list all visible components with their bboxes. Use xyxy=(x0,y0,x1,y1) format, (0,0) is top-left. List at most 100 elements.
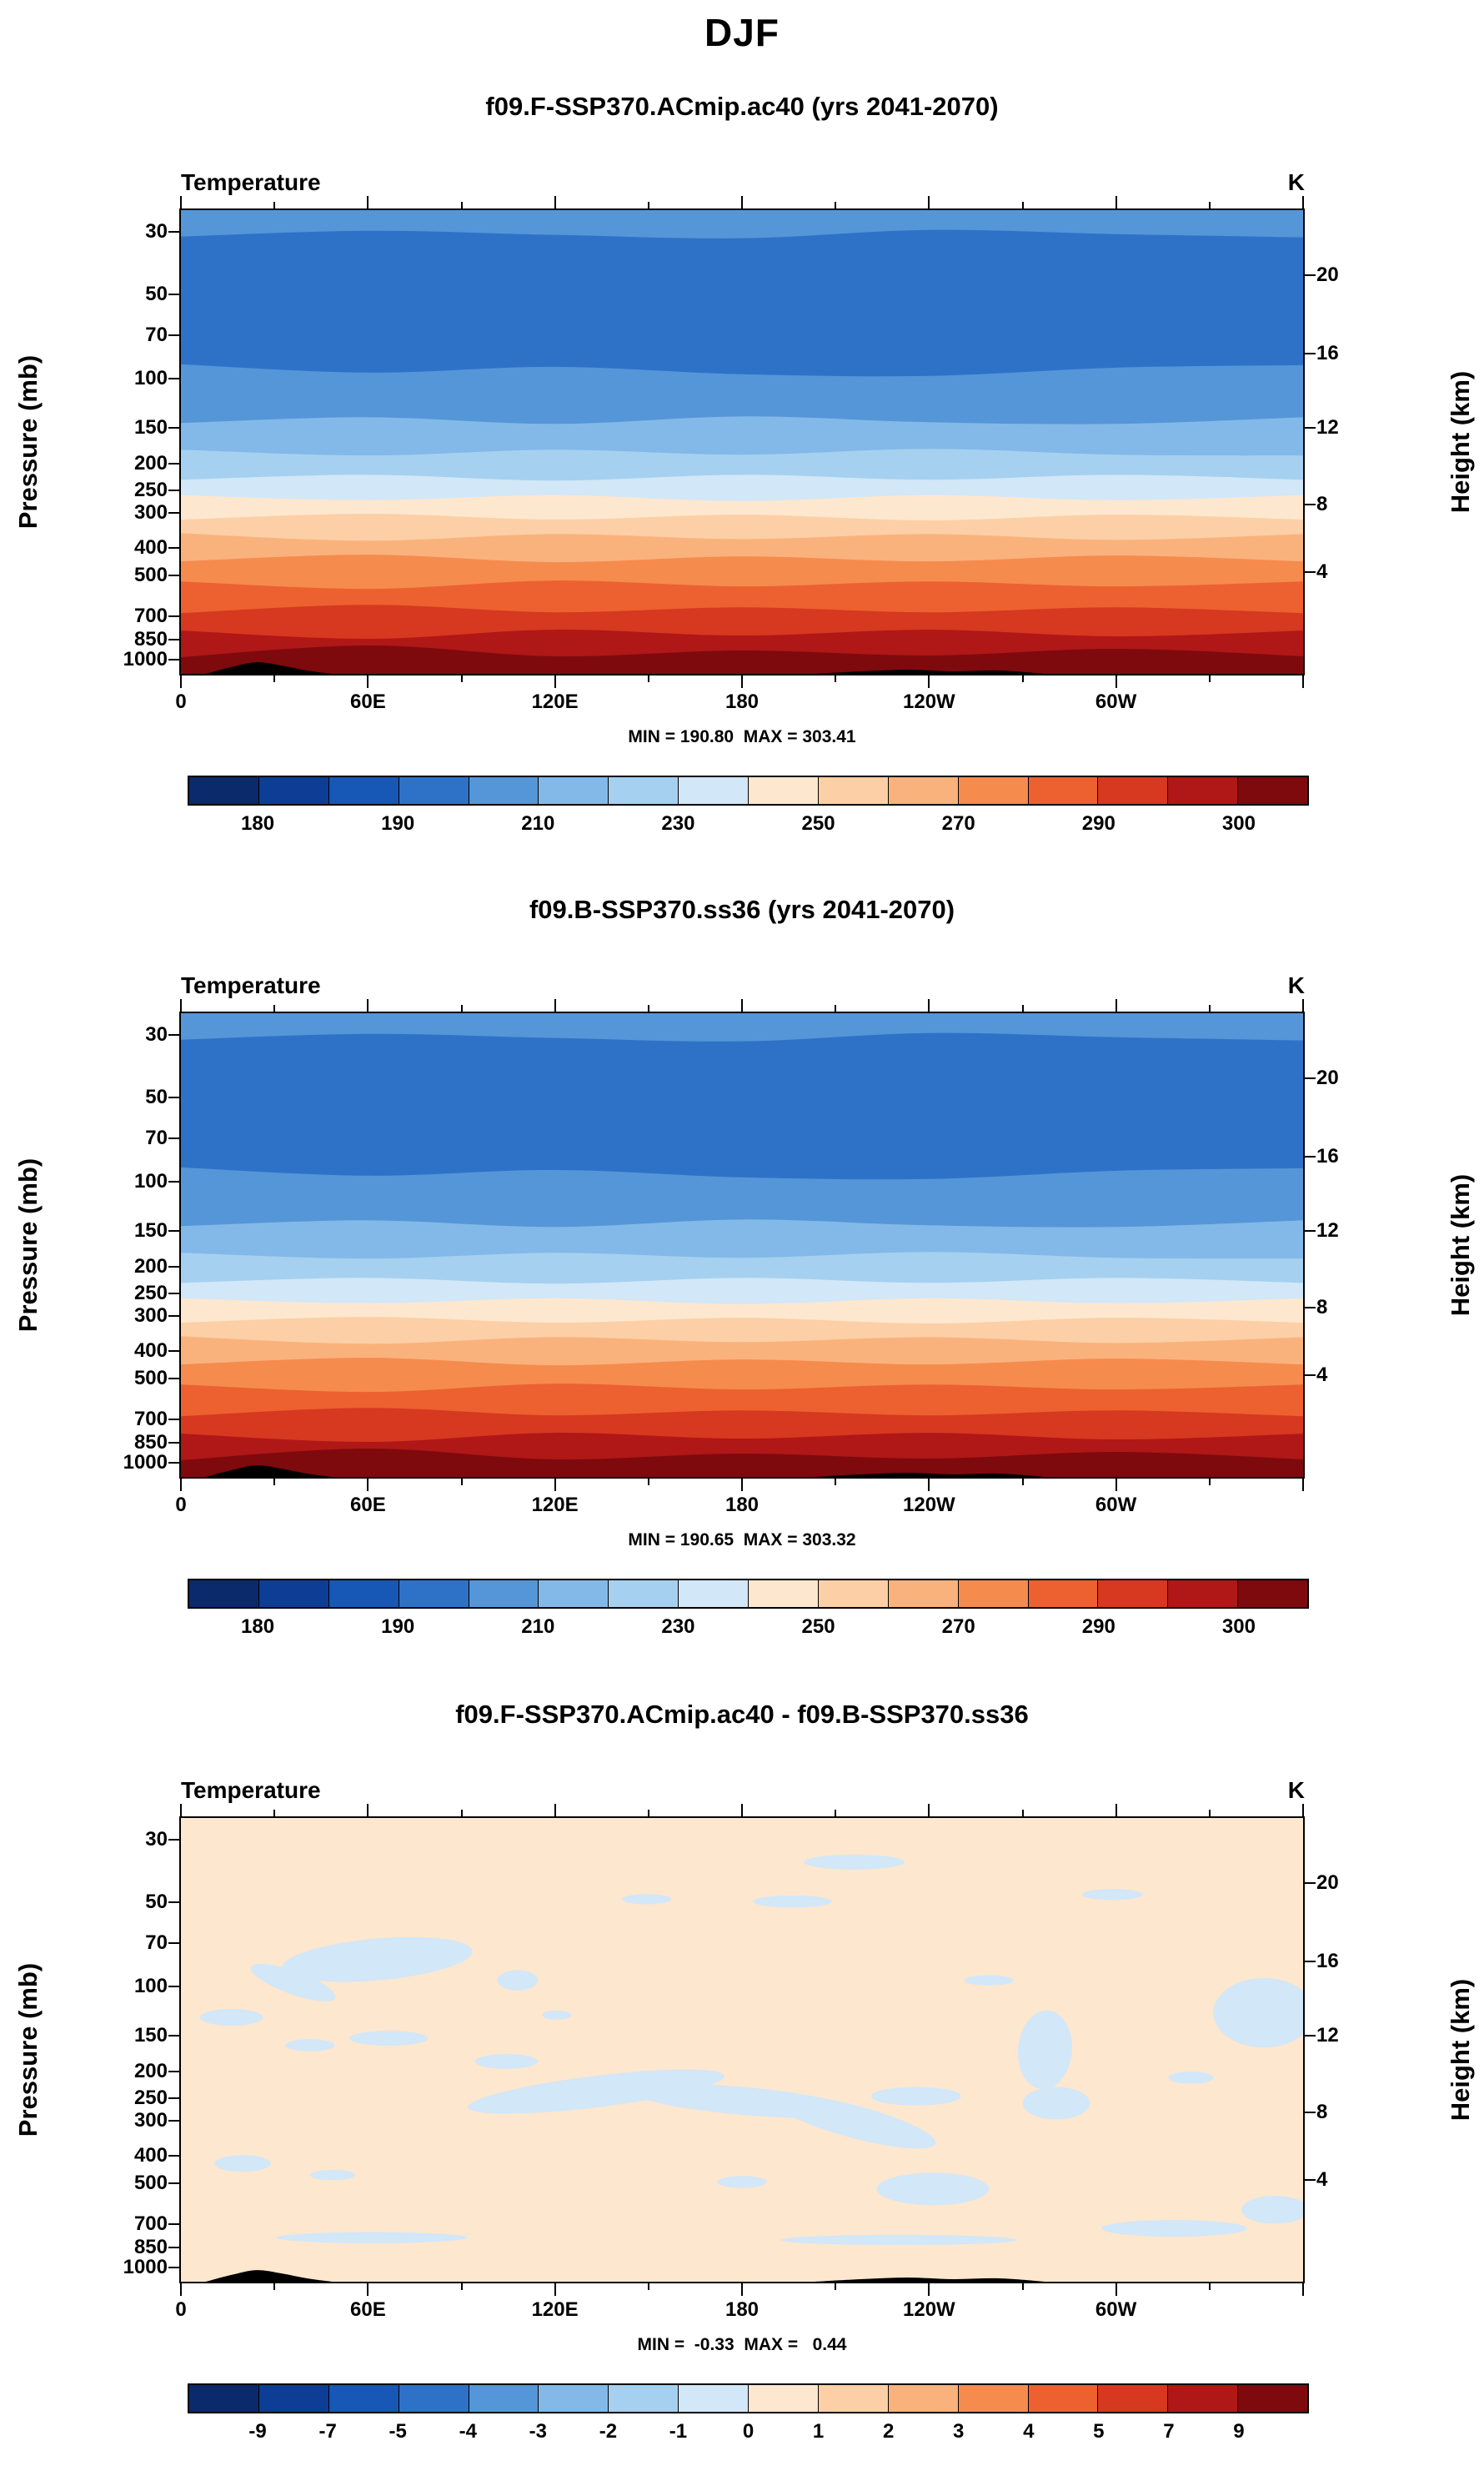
longitude-tick-label: 180 xyxy=(724,691,760,713)
pressure-tick xyxy=(168,2120,181,2122)
longitude-tick-top xyxy=(367,999,369,1013)
pressure-tick-label: 1000 xyxy=(123,2256,168,2279)
longitude-minor-tick-bottom xyxy=(835,674,837,682)
longitude-tick-top xyxy=(1115,1804,1117,1818)
longitude-tick-label: 60E xyxy=(350,1494,386,1516)
colorbar-cell xyxy=(469,777,539,804)
colorbar-label: 4 xyxy=(1023,2420,1035,2443)
pressure-tick xyxy=(168,1442,181,1444)
panel-difference: f09.F-SSP370.ACmip.ac40 - f09.B-SSP370.s… xyxy=(0,1691,1484,2471)
pressure-tick-label: 150 xyxy=(133,2024,168,2047)
pressure-tick-label: 700 xyxy=(133,1408,168,1431)
pressure-tick-label: 500 xyxy=(133,2172,168,2195)
colorbar-cell xyxy=(818,777,889,804)
colorbar-cell xyxy=(888,1580,959,1607)
colorbar-label: 0 xyxy=(742,2420,755,2443)
longitude-minor-tick-top xyxy=(273,1810,276,1818)
colorbar-cell xyxy=(818,2385,889,2412)
pressure-tick-label: 700 xyxy=(133,605,168,628)
pressure-tick-label: 250 xyxy=(133,1282,168,1305)
colorbar-cell xyxy=(1238,777,1307,804)
colorbar-label: -5 xyxy=(389,2420,407,2443)
colorbar-cell xyxy=(399,2385,469,2412)
pressure-tick-label: 150 xyxy=(133,416,168,439)
colorbar-cell xyxy=(1238,1580,1307,1607)
longitude-minor-tick-bottom xyxy=(273,2282,276,2290)
colorbar-cell xyxy=(189,777,259,804)
longitude-tick-top xyxy=(554,196,556,210)
height-tick-label: 20 xyxy=(1316,1066,1339,1089)
longitude-minor-tick-bottom xyxy=(460,1477,463,1485)
colorbar-cell xyxy=(1168,1580,1239,1607)
pressure-tick-label: 50 xyxy=(145,282,168,305)
longitude-tick-top xyxy=(1115,196,1117,210)
colorbar-label: -3 xyxy=(529,2420,547,2443)
pressure-tick-label: 400 xyxy=(133,2144,168,2167)
colorbar-cell xyxy=(958,1580,1029,1607)
longitude-tick-top xyxy=(554,1804,556,1818)
pressure-tick xyxy=(168,2223,181,2226)
colorbar-label: -4 xyxy=(459,2420,477,2443)
height-axis-title: Height (km) xyxy=(1446,1978,1475,2122)
height-tick xyxy=(1303,1307,1316,1309)
longitude-tick-bottom xyxy=(367,674,369,688)
colorbar-label: 180 xyxy=(241,1615,275,1638)
longitude-tick-label: 60W xyxy=(1095,1494,1137,1516)
longitude-minor-tick-bottom xyxy=(647,2282,649,2290)
longitude-tick-bottom xyxy=(741,1477,743,1491)
longitude-minor-tick-top xyxy=(835,1005,837,1013)
longitude-tick-bottom xyxy=(367,1477,369,1491)
longitude-tick-top xyxy=(180,1804,182,1818)
longitude-minor-tick-top xyxy=(1021,1810,1024,1818)
pressure-tick xyxy=(168,230,181,233)
pressure-tick xyxy=(168,575,181,577)
pressure-tick-label: 70 xyxy=(145,1931,168,1954)
pressure-tick xyxy=(168,334,181,336)
colorbar-label: 300 xyxy=(1221,1615,1256,1638)
colorbar-cell xyxy=(1028,777,1099,804)
colorbar-cell xyxy=(1238,2385,1307,2412)
colorbar-cell xyxy=(818,1580,889,1607)
colorbar-cell xyxy=(888,2385,959,2412)
colorbar-cell xyxy=(1098,1580,1169,1607)
height-tick xyxy=(1303,2112,1316,2114)
colorbar-cell xyxy=(609,2385,679,2412)
colorbar-label: 9 xyxy=(1233,2420,1245,2443)
colorbar-cell xyxy=(888,777,959,804)
colorbar-label: 3 xyxy=(953,2420,965,2443)
pressure-tick xyxy=(168,2155,181,2157)
colorbar-label: 230 xyxy=(661,812,695,835)
colorbar-cell xyxy=(258,777,329,804)
figure-title: DJF xyxy=(704,11,780,54)
colorbar-cell xyxy=(749,2385,819,2412)
pressure-tick-label: 250 xyxy=(133,479,168,502)
colorbar-label: 1 xyxy=(812,2420,825,2443)
height-tick xyxy=(1303,570,1316,573)
longitude-tick-top xyxy=(367,1804,369,1818)
colorbar-cell xyxy=(1168,2385,1239,2412)
longitude-tick-top xyxy=(928,196,930,210)
height-tick xyxy=(1303,274,1316,276)
longitude-minor-tick-top xyxy=(1208,1810,1211,1818)
plot-area: 30 50 70 100 150 200 250 300 400 500 700 850 1000 20 1… xyxy=(123,1804,1339,2321)
longitude-tick-label: 180 xyxy=(724,1494,760,1516)
longitude-tick-bottom xyxy=(554,2282,556,2296)
colorbar-label: 250 xyxy=(801,812,835,835)
longitude-tick-label: 0 xyxy=(175,691,187,713)
minmax-annotation: MIN = 190.65 MAX = 303.32 xyxy=(628,1530,856,1549)
longitude-minor-tick-top xyxy=(460,1810,463,1818)
longitude-minor-tick-top xyxy=(647,202,649,210)
pressure-tick xyxy=(168,427,181,429)
panel-title: f09.F-SSP370.ACmip.ac40 (yrs 2041-2070) xyxy=(485,92,999,121)
height-tick xyxy=(1303,1230,1316,1233)
colorbar-cell xyxy=(1028,1580,1099,1607)
colorbar-label: -7 xyxy=(318,2420,337,2443)
height-tick-label: 8 xyxy=(1316,1296,1328,1319)
units-label: K xyxy=(1287,169,1305,195)
longitude-tick-label: 60E xyxy=(350,691,386,713)
colorbar-cell xyxy=(609,777,679,804)
longitude-minor-tick-bottom xyxy=(1021,1477,1024,1485)
colorbar-label: 290 xyxy=(1081,1615,1116,1638)
longitude-minor-tick-top xyxy=(1208,202,1211,210)
colorbar-label: 190 xyxy=(381,1615,415,1638)
